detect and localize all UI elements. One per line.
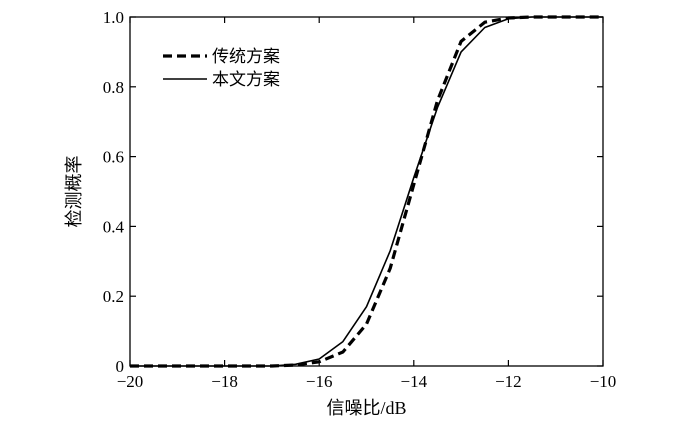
y-tick-label: 0.2 bbox=[103, 287, 124, 306]
y-tick-label: 0 bbox=[116, 357, 125, 376]
x-axis-label: 信噪比/dB bbox=[326, 398, 406, 418]
plot-frame bbox=[129, 16, 604, 367]
y-tick-label: 0.4 bbox=[103, 217, 125, 236]
y-tick-label: 0.6 bbox=[103, 148, 124, 167]
y-axis-label: 检测概率 bbox=[64, 156, 84, 228]
x-tick-label: −20 bbox=[117, 372, 144, 391]
y-tick-label: 1.0 bbox=[103, 8, 124, 27]
x-tick-label: −16 bbox=[306, 372, 333, 391]
y-tick-label: 0.8 bbox=[103, 78, 124, 97]
x-tick-label: −12 bbox=[495, 372, 522, 391]
series-line-dashed bbox=[130, 15, 603, 368]
series-lines bbox=[130, 15, 603, 368]
x-tick-label: −18 bbox=[211, 372, 238, 391]
series-line-solid bbox=[130, 16, 603, 367]
x-tick-label: −14 bbox=[401, 372, 428, 391]
x-tick-label: −10 bbox=[590, 372, 617, 391]
legend-label: 本文方案 bbox=[212, 70, 280, 89]
legend-label: 传统方案 bbox=[212, 47, 280, 66]
